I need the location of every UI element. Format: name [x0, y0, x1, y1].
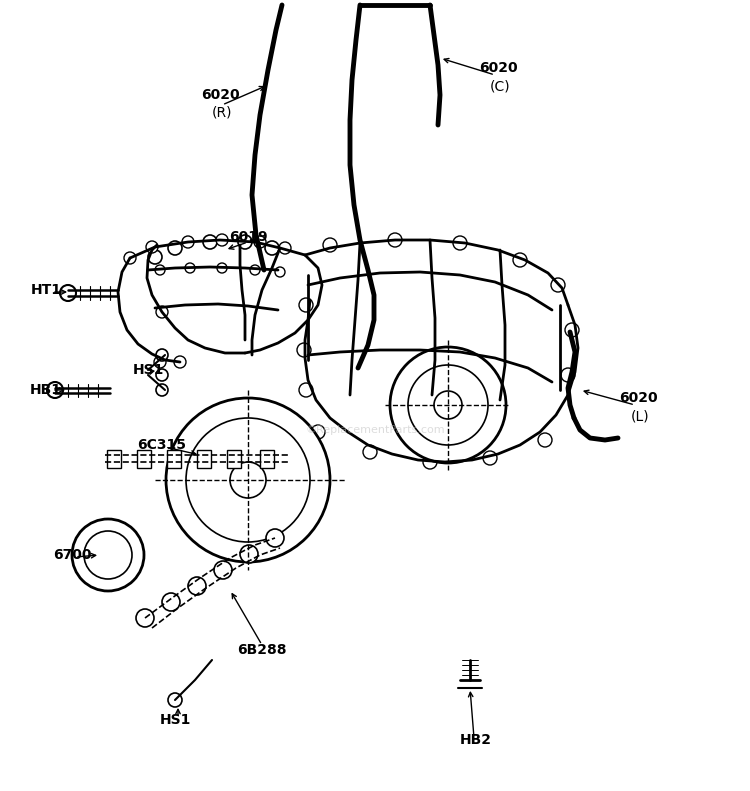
Circle shape — [156, 369, 168, 381]
Circle shape — [186, 418, 310, 542]
Circle shape — [168, 693, 182, 707]
Circle shape — [363, 445, 377, 459]
Circle shape — [551, 278, 565, 292]
Text: (R): (R) — [211, 106, 232, 120]
Text: 6020: 6020 — [201, 88, 239, 102]
Circle shape — [166, 398, 330, 562]
Text: HT1: HT1 — [31, 283, 62, 297]
Circle shape — [266, 529, 284, 547]
Text: HB1: HB1 — [30, 383, 62, 397]
Bar — [107, 450, 121, 468]
Circle shape — [483, 451, 497, 465]
Circle shape — [136, 609, 154, 627]
Circle shape — [538, 433, 552, 447]
Text: 6019: 6019 — [229, 230, 267, 244]
Circle shape — [561, 368, 575, 382]
Text: ©ReplacementParts.com: ©ReplacementParts.com — [305, 425, 445, 435]
Circle shape — [216, 234, 228, 246]
Circle shape — [299, 298, 313, 312]
Circle shape — [311, 425, 325, 439]
Bar — [260, 450, 274, 468]
Circle shape — [390, 347, 506, 463]
Circle shape — [279, 242, 291, 254]
Circle shape — [388, 233, 402, 247]
Circle shape — [146, 241, 158, 253]
Circle shape — [155, 265, 165, 275]
Circle shape — [156, 384, 168, 396]
Circle shape — [60, 285, 76, 301]
Circle shape — [214, 561, 232, 579]
Circle shape — [250, 265, 260, 275]
Text: 6020: 6020 — [478, 61, 518, 75]
Text: HS1: HS1 — [132, 363, 164, 377]
Circle shape — [124, 252, 136, 264]
Circle shape — [453, 236, 467, 250]
Text: 6700: 6700 — [53, 548, 92, 562]
Circle shape — [434, 391, 462, 419]
Text: 6020: 6020 — [619, 391, 657, 405]
Bar — [197, 450, 211, 468]
Circle shape — [240, 545, 258, 563]
Circle shape — [148, 250, 162, 264]
Text: HS1: HS1 — [159, 713, 190, 727]
Bar — [167, 450, 181, 468]
Circle shape — [156, 306, 168, 318]
Circle shape — [238, 235, 252, 249]
Circle shape — [254, 236, 266, 248]
Text: (L): (L) — [631, 409, 650, 423]
Bar — [137, 450, 151, 468]
Text: (C): (C) — [490, 79, 510, 93]
Circle shape — [162, 593, 180, 611]
Bar — [227, 450, 241, 468]
Circle shape — [513, 253, 527, 267]
Circle shape — [174, 356, 186, 368]
Circle shape — [203, 235, 217, 249]
Circle shape — [323, 238, 337, 252]
Circle shape — [299, 383, 313, 397]
Circle shape — [47, 382, 63, 398]
Circle shape — [275, 267, 285, 277]
Circle shape — [423, 455, 437, 469]
Text: 6C315: 6C315 — [137, 438, 187, 452]
Circle shape — [182, 236, 194, 248]
Circle shape — [185, 263, 195, 273]
Circle shape — [217, 263, 227, 273]
Text: HB2: HB2 — [460, 733, 492, 747]
Circle shape — [297, 343, 311, 357]
Circle shape — [565, 323, 579, 337]
Circle shape — [408, 365, 488, 445]
Circle shape — [154, 356, 166, 368]
Circle shape — [230, 462, 266, 498]
Circle shape — [265, 241, 279, 255]
Circle shape — [168, 241, 182, 255]
Circle shape — [156, 349, 168, 361]
Text: 6B288: 6B288 — [237, 643, 286, 657]
Circle shape — [188, 577, 206, 595]
